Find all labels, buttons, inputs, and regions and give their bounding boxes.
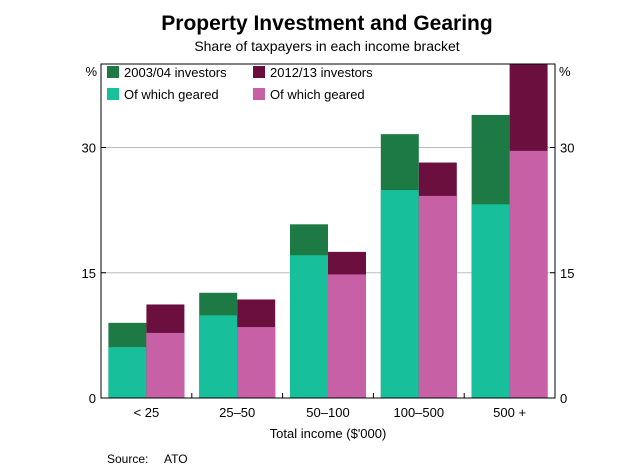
bar-2012-13-geared-0 [146, 332, 185, 398]
chart-subtitle: Share of taxpayers in each income bracke… [194, 38, 459, 54]
y-tick-label-right: 30 [560, 141, 574, 156]
bar-2003-04-geared-3 [380, 190, 419, 398]
x-tick-label: 500 + [493, 405, 526, 420]
y-tick-label-right: 0 [560, 391, 567, 406]
bar-2012-13-geared-1 [237, 327, 276, 398]
legend-label-2: 2012/13 investors [270, 65, 373, 80]
x-tick-label: 50–100 [306, 405, 349, 420]
ticks: 0 0 15 15 30 30 < 25 25–50 50–100 100–500 500 + [82, 141, 575, 421]
chart-title: Property Investment and Gearing [161, 12, 492, 35]
source-value: ATO [164, 452, 188, 466]
x-axis-label: Total income ($'000) [270, 426, 387, 441]
legend-label-3: Of which geared [270, 87, 365, 102]
bar-2003-04-geared-0 [108, 347, 147, 398]
y-axis-unit-right: % [559, 64, 571, 79]
y-tick-label-left: 30 [82, 141, 96, 156]
legend-swatch-0 [107, 66, 119, 78]
legend-swatch-1 [107, 88, 119, 100]
plot-frame [100, 63, 556, 399]
source-label: Source: [107, 452, 148, 466]
y-tick-label-right: 15 [560, 266, 574, 281]
legend-label-1: Of which geared [124, 87, 219, 102]
bar-2003-04-geared-4 [471, 204, 510, 398]
x-tick-label: < 25 [134, 405, 160, 420]
legend: 2003/04 investors 2012/13 investors Of whi… [107, 65, 373, 102]
bar-2012-13-geared-2 [328, 274, 366, 398]
bars [108, 64, 548, 398]
legend-swatch-2 [253, 66, 265, 78]
bar-2003-04-geared-1 [199, 315, 238, 398]
legend-swatch-3 [253, 88, 265, 100]
y-tick-label-left: 15 [82, 266, 96, 281]
y-tick-label-left: 0 [89, 391, 96, 406]
bar-2003-04-geared-2 [290, 255, 328, 398]
x-tick-label: 25–50 [219, 405, 255, 420]
legend-label-0: 2003/04 investors [124, 65, 227, 80]
y-axis-unit-left: % [85, 64, 97, 79]
bar-2012-13-geared-3 [418, 195, 457, 398]
x-tick-label: 100–500 [393, 405, 444, 420]
bar-2012-13-geared-4 [509, 150, 548, 398]
